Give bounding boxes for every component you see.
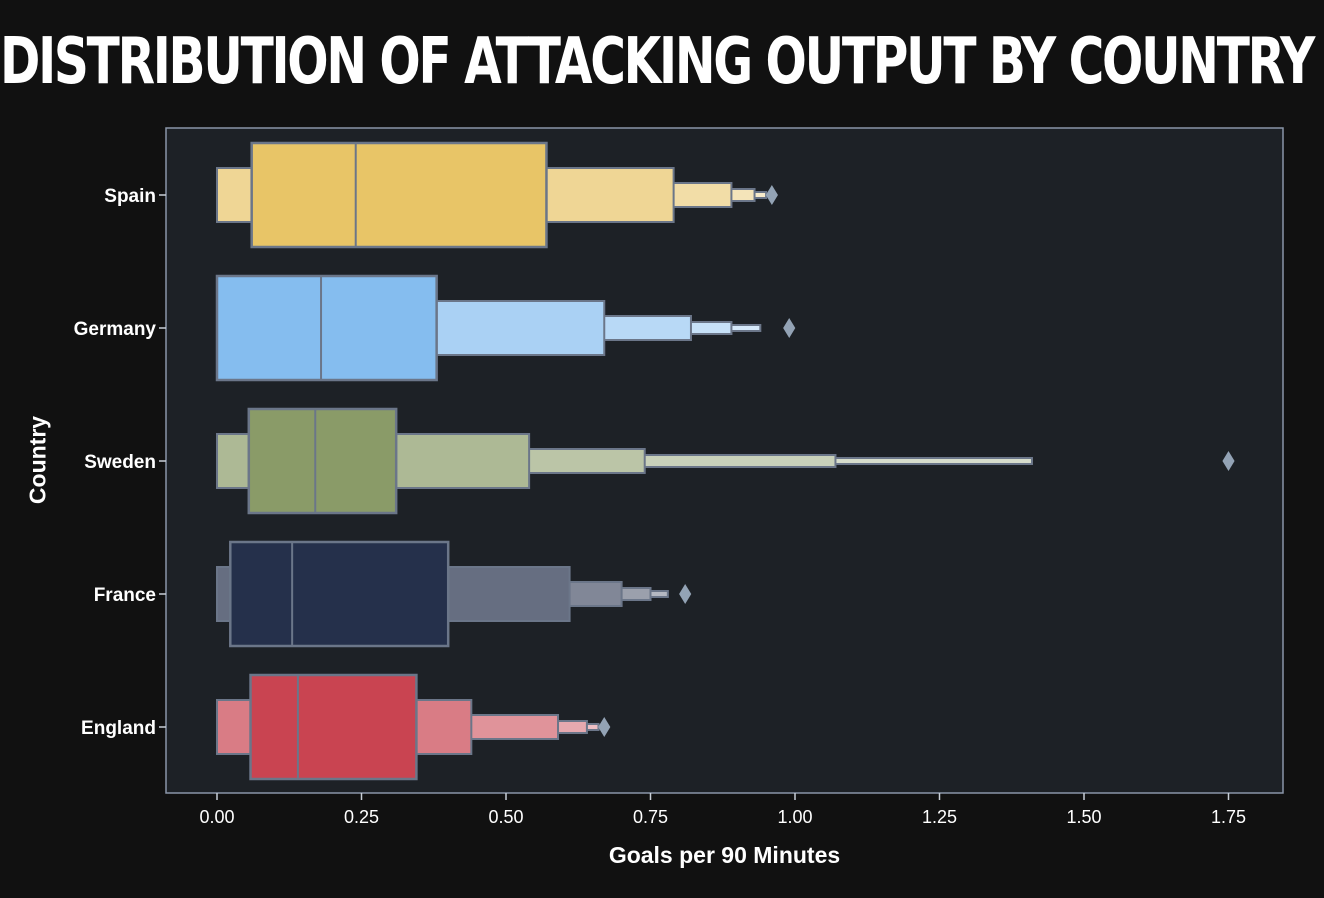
boxen-level-1	[250, 141, 548, 249]
x-tick-label: 1.25	[922, 807, 957, 827]
outlier-marker	[765, 185, 778, 205]
outlier-marker	[783, 318, 796, 338]
x-tick-label: 0.00	[199, 807, 234, 827]
x-tick-label: 0.25	[344, 807, 379, 827]
outlier-marker	[598, 717, 611, 737]
outlier-marker	[1222, 451, 1235, 471]
y-tick-label: France	[94, 585, 156, 606]
x-tick-label: 0.75	[633, 807, 668, 827]
outlier-marker	[679, 584, 692, 604]
boxen-germany	[215, 274, 796, 382]
boxen-level-1	[215, 274, 438, 382]
x-tick-label: 1.50	[1066, 807, 1101, 827]
x-tick-label: 1.75	[1211, 807, 1246, 827]
chart-title: DISTRIBUTION OF ATTACKING OUTPUT BY COUN…	[0, 25, 1315, 99]
boxen-england	[216, 673, 611, 781]
y-axis-label: Country	[24, 415, 51, 505]
boxen-france	[216, 540, 692, 648]
boxen-spain	[216, 141, 778, 249]
x-tick-label: 1.00	[777, 807, 812, 827]
x-axis-label: Goals per 90 Minutes	[608, 842, 841, 868]
boxen-sweden	[216, 407, 1235, 515]
y-tick-label: Spain	[104, 186, 156, 207]
y-tick-label: Sweden	[84, 452, 156, 473]
boxen-level-1	[249, 673, 418, 781]
y-tick-label: England	[81, 718, 156, 739]
boxen-level-1	[247, 407, 398, 515]
y-tick-label: Germany	[74, 319, 157, 340]
x-tick-label: 0.50	[488, 807, 523, 827]
boxen-level-1	[229, 540, 450, 648]
